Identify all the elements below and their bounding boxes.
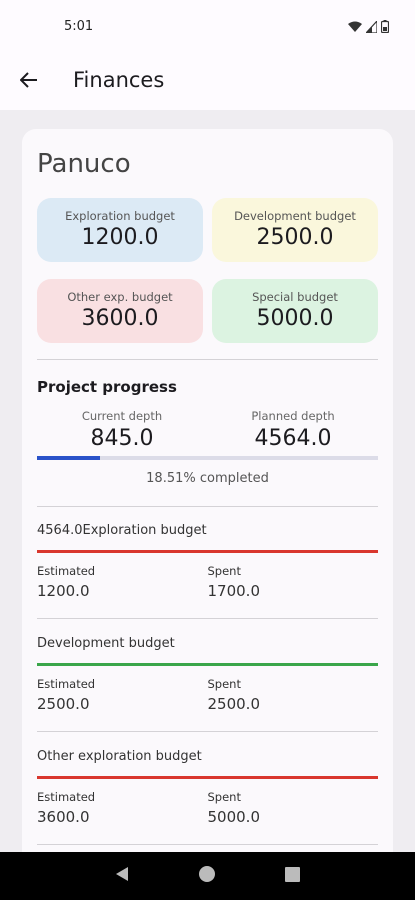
back-button[interactable]: [14, 67, 44, 97]
budget-section-development: Development budget Estimated 2500.0 Spen…: [37, 636, 378, 713]
other-exp-budget-tile: Other exp. budget 3600.0: [37, 279, 203, 343]
section-status-bar: [37, 776, 378, 779]
estimated-value: 1200.0: [37, 582, 90, 600]
triangle-back-icon: [115, 866, 129, 886]
estimated-label: Estimated: [37, 677, 96, 691]
project-card: Panuco Exploration budget 1200.0 Develop…: [22, 129, 393, 852]
tile-value: 5000.0: [256, 306, 334, 331]
tile-value: 2500.0: [256, 225, 334, 250]
divider: [37, 506, 378, 507]
current-depth-value: 845.0: [90, 426, 154, 451]
progress-title: Project progress: [37, 378, 177, 396]
tile-value: 1200.0: [81, 225, 159, 250]
spent-label: Spent: [207, 790, 241, 804]
spent-value: 1700.0: [207, 582, 261, 600]
tile-label: Special budget: [252, 290, 338, 304]
spent-label: Spent: [207, 677, 241, 691]
special-budget-tile: Special budget 5000.0: [212, 279, 378, 343]
tile-label: Exploration budget: [65, 209, 175, 223]
section-title: Development budget: [37, 636, 175, 651]
arrow-left-icon: [19, 72, 38, 92]
circle-home-icon: [198, 865, 216, 887]
spent-label: Spent: [207, 564, 241, 578]
progress-bar-fill: [37, 456, 101, 460]
status-bar: 5:01: [0, 0, 415, 52]
signal-icon: [364, 18, 378, 37]
tile-label: Other exp. budget: [67, 290, 173, 304]
divider: [37, 359, 378, 360]
development-budget-tile: Development budget 2500.0: [212, 198, 378, 262]
section-title: 4564.0Exploration budget: [37, 523, 207, 538]
nav-recents-button[interactable]: [285, 866, 301, 886]
current-depth-label: Current depth: [81, 409, 163, 423]
status-time: 5:01: [64, 19, 94, 34]
tile-value: 3600.0: [81, 306, 159, 331]
section-title: Other exploration budget: [37, 749, 202, 764]
estimated-label: Estimated: [37, 790, 96, 804]
system-nav-bar: [0, 852, 415, 900]
app-bar: Finances: [0, 52, 415, 110]
section-status-bar: [37, 550, 378, 553]
page-title: Finances: [73, 68, 165, 92]
estimated-value: 3600.0: [37, 808, 90, 826]
divider: [37, 844, 378, 845]
nav-home-button[interactable]: [198, 865, 216, 887]
planned-depth-label: Planned depth: [251, 409, 335, 423]
budget-section-exploration: 4564.0Exploration budget Estimated 1200.…: [37, 523, 378, 600]
current-depth: Current depth 845.0: [37, 409, 207, 451]
progress-bar: [37, 456, 378, 460]
section-status-bar: [37, 663, 378, 666]
planned-depth-value: 4564.0: [254, 426, 332, 451]
square-recents-icon: [285, 866, 301, 886]
status-icons: [348, 18, 390, 37]
nav-back-button[interactable]: [115, 866, 129, 886]
progress-completed-text: 18.51% completed: [146, 471, 269, 486]
exploration-budget-tile: Exploration budget 1200.0: [37, 198, 203, 262]
battery-icon: [380, 18, 390, 37]
estimated-value: 2500.0: [37, 695, 90, 713]
content-scroll[interactable]: Panuco Exploration budget 1200.0 Develop…: [0, 110, 415, 852]
tile-label: Development budget: [234, 209, 356, 223]
estimated-label: Estimated: [37, 564, 96, 578]
divider: [37, 618, 378, 619]
spent-value: 2500.0: [207, 695, 261, 713]
spent-value: 5000.0: [207, 808, 261, 826]
planned-depth: Planned depth 4564.0: [208, 409, 378, 451]
project-name: Panuco: [37, 149, 131, 179]
budget-section-other-exploration: Other exploration budget Estimated 3600.…: [37, 749, 378, 826]
wifi-icon: [348, 18, 362, 37]
divider: [37, 731, 378, 732]
